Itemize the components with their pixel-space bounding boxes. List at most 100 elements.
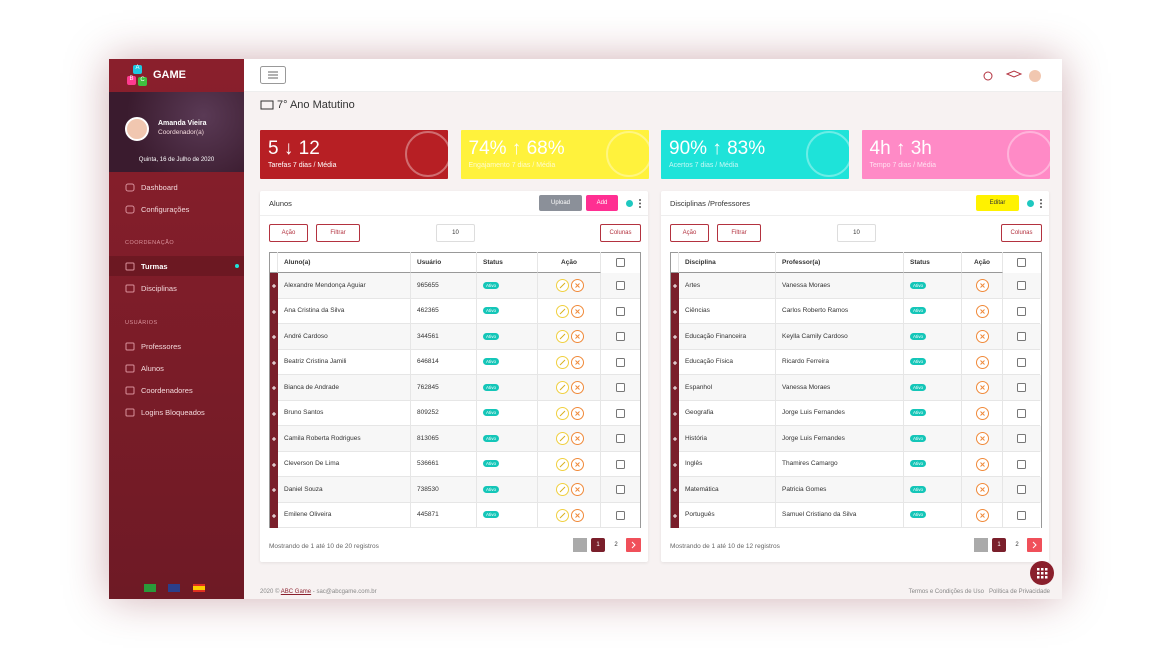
next-page[interactable] bbox=[1027, 538, 1042, 552]
nav-item[interactable]: Professores bbox=[141, 342, 182, 351]
row-checkbox[interactable] bbox=[616, 434, 625, 443]
page-link[interactable]: 2 bbox=[614, 542, 618, 548]
remove-icon[interactable] bbox=[976, 355, 989, 369]
remove-icon[interactable] bbox=[570, 406, 584, 420]
header-button[interactable]: Editar bbox=[976, 195, 1019, 211]
expand-icon[interactable] bbox=[672, 436, 678, 442]
prev-page[interactable] bbox=[974, 538, 988, 552]
page-current[interactable]: 1 bbox=[992, 538, 1006, 552]
remove-icon[interactable] bbox=[976, 279, 989, 292]
edit-icon[interactable] bbox=[555, 304, 569, 318]
top-icons[interactable] bbox=[982, 69, 1042, 83]
row-checkbox[interactable] bbox=[1017, 332, 1026, 341]
row-checkbox[interactable] bbox=[1017, 408, 1026, 418]
edit-icon[interactable] bbox=[555, 381, 569, 394]
remove-icon[interactable] bbox=[976, 508, 989, 522]
expand-icon[interactable] bbox=[271, 462, 277, 468]
expand-icon[interactable] bbox=[672, 462, 678, 468]
expand-icon[interactable] bbox=[672, 385, 678, 391]
select-all[interactable] bbox=[616, 258, 625, 267]
edit-icon[interactable] bbox=[555, 457, 569, 471]
row-checkbox[interactable] bbox=[616, 357, 625, 367]
row-checkbox[interactable] bbox=[1017, 306, 1026, 316]
row-checkbox[interactable] bbox=[1017, 459, 1026, 469]
edit-icon[interactable] bbox=[555, 508, 569, 522]
expand-icon[interactable] bbox=[672, 487, 678, 493]
page-size[interactable]: 10 bbox=[837, 224, 876, 242]
expand-icon[interactable] bbox=[271, 309, 277, 315]
remove-icon[interactable] bbox=[976, 330, 989, 343]
action-dropdown[interactable]: Ação bbox=[670, 224, 709, 242]
row-checkbox[interactable] bbox=[616, 408, 625, 418]
select-all[interactable] bbox=[1017, 258, 1026, 267]
action-dropdown[interactable]: Ação bbox=[269, 224, 308, 242]
privacy[interactable]: Política de Privacidade bbox=[988, 589, 1050, 595]
edit-icon[interactable] bbox=[555, 355, 569, 369]
menu-button[interactable] bbox=[260, 66, 286, 84]
expand-icon[interactable] bbox=[271, 411, 277, 417]
expand-icon[interactable] bbox=[271, 283, 277, 289]
nav-item[interactable]: Turmas bbox=[141, 262, 168, 271]
filter-button[interactable]: Filtrar bbox=[717, 224, 761, 242]
header-button[interactable]: Upload bbox=[539, 195, 582, 211]
columns-button[interactable]: Colunas bbox=[600, 224, 641, 242]
edit-icon[interactable] bbox=[555, 406, 569, 420]
row-checkbox[interactable] bbox=[1017, 510, 1026, 520]
header-button[interactable]: Add bbox=[586, 195, 618, 211]
filter-button[interactable]: Filtrar bbox=[316, 224, 360, 242]
columns-button[interactable]: Colunas bbox=[1001, 224, 1042, 242]
remove-icon[interactable] bbox=[570, 483, 584, 496]
page-link[interactable]: 2 bbox=[1015, 542, 1019, 548]
nav-item[interactable]: Logins Bloqueados bbox=[141, 408, 205, 417]
remove-icon[interactable] bbox=[570, 457, 584, 471]
edit-icon[interactable] bbox=[555, 432, 569, 445]
remove-icon[interactable] bbox=[976, 457, 989, 471]
remove-icon[interactable] bbox=[570, 508, 584, 522]
expand-icon[interactable] bbox=[271, 436, 277, 442]
expand-icon[interactable] bbox=[271, 385, 277, 391]
remove-icon[interactable] bbox=[570, 330, 584, 343]
page-size[interactable]: 10 bbox=[436, 224, 475, 242]
row-checkbox[interactable] bbox=[616, 383, 625, 392]
remove-icon[interactable] bbox=[570, 355, 584, 369]
remove-icon[interactable] bbox=[570, 381, 584, 394]
expand-icon[interactable] bbox=[271, 513, 277, 519]
remove-icon[interactable] bbox=[570, 304, 584, 318]
expand-icon[interactable] bbox=[271, 487, 277, 493]
remove-icon[interactable] bbox=[976, 304, 989, 318]
edit-icon[interactable] bbox=[555, 483, 569, 496]
row-checkbox[interactable] bbox=[616, 332, 625, 341]
remove-icon[interactable] bbox=[976, 432, 989, 445]
row-checkbox[interactable] bbox=[1017, 281, 1026, 290]
row-checkbox[interactable] bbox=[616, 459, 625, 469]
more-menu[interactable] bbox=[638, 198, 642, 209]
expand-icon[interactable] bbox=[672, 513, 678, 519]
remove-icon[interactable] bbox=[976, 406, 989, 420]
row-checkbox[interactable] bbox=[1017, 383, 1026, 392]
expand-icon[interactable] bbox=[672, 360, 678, 366]
row-checkbox[interactable] bbox=[1017, 485, 1026, 494]
footer-link[interactable]: ABC Game bbox=[280, 589, 312, 595]
expand-icon[interactable] bbox=[672, 334, 678, 340]
row-checkbox[interactable] bbox=[1017, 434, 1026, 443]
row-checkbox[interactable] bbox=[616, 281, 625, 290]
remove-icon[interactable] bbox=[570, 279, 584, 292]
row-checkbox[interactable] bbox=[616, 306, 625, 316]
remove-icon[interactable] bbox=[570, 432, 584, 445]
expand-icon[interactable] bbox=[672, 309, 678, 315]
row-checkbox[interactable] bbox=[616, 510, 625, 520]
expand-icon[interactable] bbox=[271, 360, 277, 366]
nav-item[interactable]: Dashboard bbox=[141, 183, 178, 192]
row-checkbox[interactable] bbox=[616, 485, 625, 494]
nav-item[interactable]: Disciplinas bbox=[141, 284, 177, 293]
nav-item[interactable]: Configurações bbox=[141, 205, 190, 214]
expand-icon[interactable] bbox=[271, 334, 277, 340]
expand-icon[interactable] bbox=[672, 411, 678, 417]
expand-icon[interactable] bbox=[672, 283, 678, 289]
page-current[interactable]: 1 bbox=[591, 538, 605, 552]
remove-icon[interactable] bbox=[976, 483, 989, 496]
more-menu[interactable] bbox=[1039, 198, 1043, 209]
edit-icon[interactable] bbox=[555, 279, 569, 292]
nav-item[interactable]: Alunos bbox=[141, 364, 164, 373]
apps-button[interactable] bbox=[1030, 561, 1054, 585]
